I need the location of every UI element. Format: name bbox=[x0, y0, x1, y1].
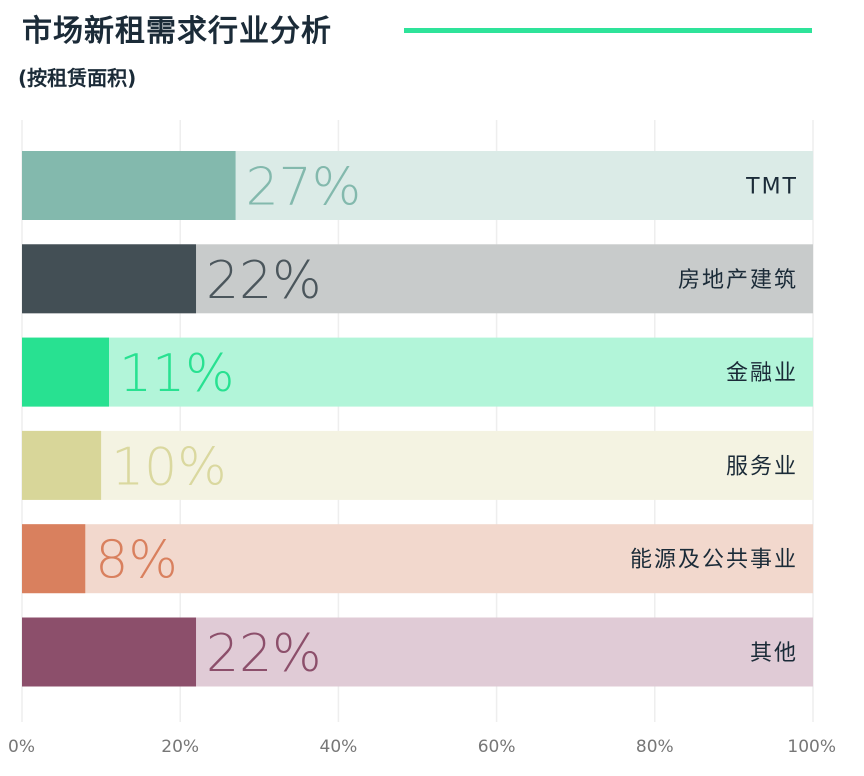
bar-track bbox=[22, 524, 813, 594]
bar bbox=[22, 244, 197, 314]
value-label: 22% bbox=[206, 624, 322, 684]
category-label: 其他 bbox=[750, 641, 798, 666]
category-label: 金融业 bbox=[726, 361, 798, 386]
bar bbox=[22, 151, 236, 220]
x-tick-label: 20% bbox=[161, 737, 199, 757]
chart-subtitle: (按租赁面积) bbox=[18, 66, 137, 90]
value-label: 27% bbox=[246, 158, 362, 218]
bar bbox=[22, 617, 197, 687]
bar-track bbox=[22, 430, 813, 500]
x-tick-label: 80% bbox=[636, 737, 674, 757]
x-tick-label: 40% bbox=[320, 737, 358, 757]
category-label: 服务业 bbox=[726, 454, 798, 479]
x-tick-label: 0% bbox=[8, 737, 35, 757]
bar bbox=[22, 430, 102, 500]
x-tick-label: 100% bbox=[787, 737, 836, 757]
value-label: 22% bbox=[206, 251, 322, 311]
value-label: 10% bbox=[111, 437, 227, 497]
category-label: 房地产建筑 bbox=[678, 268, 798, 293]
chart-title: 市场新租需求行业分析 bbox=[22, 14, 332, 49]
category-label: TMT bbox=[745, 175, 798, 200]
title-accent-line bbox=[404, 28, 812, 33]
bar bbox=[22, 524, 86, 594]
bar bbox=[22, 337, 110, 407]
value-label: 11% bbox=[119, 344, 235, 404]
value-label: 8% bbox=[95, 531, 178, 591]
x-tick-label: 60% bbox=[478, 737, 516, 757]
category-label: 能源及公共事业 bbox=[630, 548, 798, 573]
bar-track bbox=[22, 337, 813, 407]
